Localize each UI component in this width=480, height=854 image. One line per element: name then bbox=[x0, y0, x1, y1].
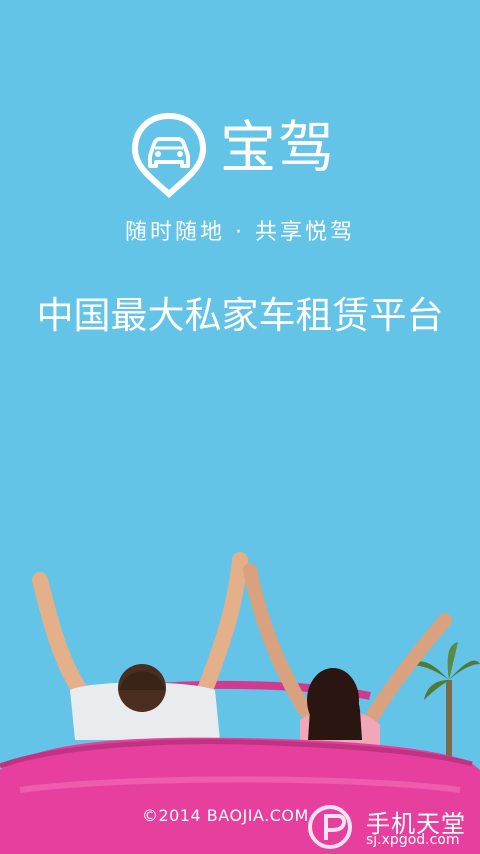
car-pin-icon bbox=[131, 112, 207, 198]
slogan: 随时随地 · 共享悦驾 bbox=[125, 220, 355, 245]
couple-in-convertible-illustration bbox=[0, 552, 480, 854]
watermark-title: 手机天堂 bbox=[366, 810, 466, 838]
headline: 中国最大私家车租赁平台 bbox=[36, 294, 444, 337]
watermark: 手机天堂 sj.xpgod.com bbox=[306, 800, 480, 854]
brand-name: 宝驾 bbox=[220, 116, 336, 181]
xpgod-logo-icon bbox=[308, 805, 352, 849]
brand-logo: 宝驾 bbox=[130, 112, 360, 198]
man-figure bbox=[32, 552, 248, 740]
copyright-text: ©2014 BAOJIA.COM bbox=[142, 806, 309, 825]
woman-figure bbox=[243, 563, 452, 750]
watermark-url: sj.xpgod.com bbox=[366, 832, 460, 848]
pink-convertible-car bbox=[0, 737, 480, 854]
